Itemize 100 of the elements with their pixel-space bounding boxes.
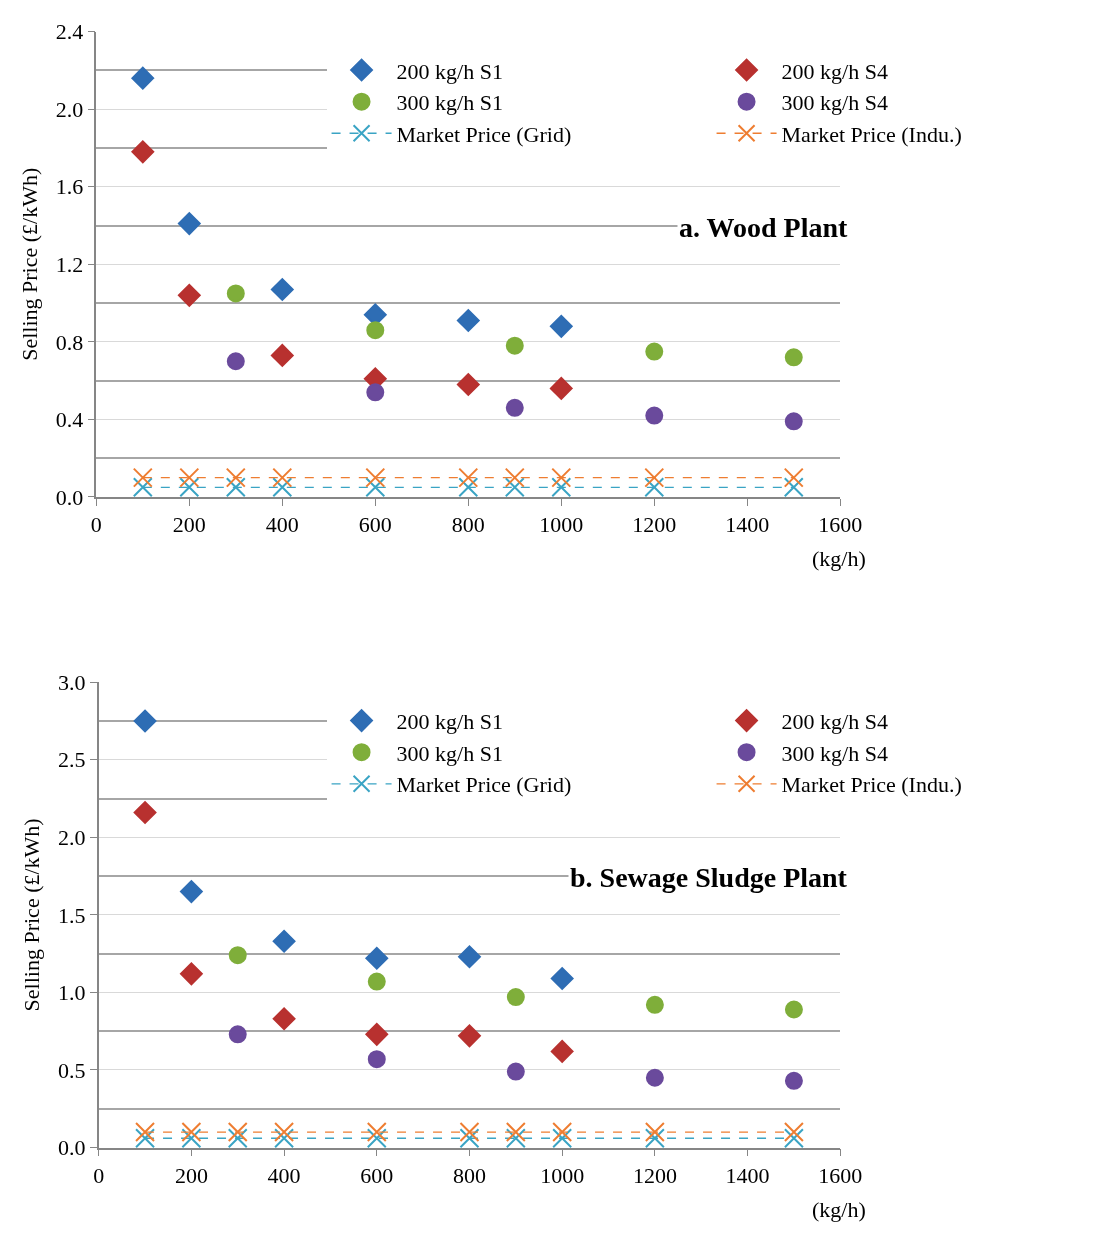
x-tick-label: 1600 — [818, 1162, 863, 1188]
point — [272, 1007, 296, 1031]
point — [551, 467, 572, 488]
point — [644, 1122, 665, 1143]
x-tick-label: 1000 — [539, 512, 584, 538]
point — [784, 1071, 803, 1090]
y-tick-label: 2.0 — [58, 825, 86, 850]
point — [274, 1128, 295, 1149]
x-tick-label: 1000 — [540, 1162, 585, 1188]
point — [552, 1128, 573, 1149]
point — [272, 467, 293, 488]
point — [549, 377, 573, 400]
x-tick-label: 800 — [451, 512, 485, 538]
point — [504, 477, 525, 498]
y-tick-label: 1.2 — [55, 252, 84, 277]
point — [459, 1128, 480, 1149]
point — [225, 467, 246, 488]
point — [365, 477, 386, 498]
point — [505, 336, 524, 355]
point — [227, 1122, 248, 1143]
point — [228, 1025, 247, 1044]
y-tick-label: 0.8 — [55, 329, 84, 355]
x-tick-label: 0 — [90, 512, 102, 538]
point — [366, 321, 385, 340]
point — [458, 467, 479, 488]
point — [179, 880, 203, 903]
y-tick-label: 1.5 — [58, 902, 86, 928]
point — [644, 477, 665, 498]
point — [270, 278, 294, 301]
point — [506, 988, 525, 1007]
x-tick-label: 1600 — [818, 512, 863, 538]
point — [272, 929, 296, 953]
point — [177, 283, 201, 307]
point — [645, 995, 664, 1014]
legend-label: 300 kg/h S4 — [781, 740, 888, 766]
point — [131, 66, 155, 90]
point — [367, 1050, 386, 1069]
point — [365, 1022, 389, 1046]
text: b. Sewage Sludge Plant — [570, 862, 848, 893]
point — [179, 962, 203, 986]
point — [783, 467, 804, 488]
point — [227, 1128, 248, 1149]
legend-label: 300 kg/h S1 — [396, 90, 503, 116]
point — [366, 383, 385, 402]
point — [135, 1128, 156, 1149]
point — [132, 477, 153, 498]
point — [365, 467, 386, 488]
point — [505, 1128, 526, 1149]
x-tick-label: 1400 — [725, 1162, 770, 1188]
point — [181, 1128, 202, 1149]
point — [645, 406, 664, 425]
x-tick-label: 600 — [360, 1162, 394, 1188]
point — [506, 1062, 525, 1081]
x-axis-title: (kg/h) — [812, 546, 866, 571]
y-tick-label: 0.5 — [58, 1057, 86, 1083]
point — [644, 1128, 665, 1149]
legend-label: 300 kg/h S4 — [781, 90, 888, 116]
point — [366, 1122, 387, 1143]
point — [644, 467, 665, 488]
point — [366, 1128, 387, 1149]
point — [225, 477, 246, 498]
x-tick-label: 400 — [267, 1162, 301, 1188]
point — [505, 1122, 526, 1143]
point — [783, 1128, 804, 1149]
y-tick-label: 0.0 — [58, 1135, 86, 1161]
y-tick-label: 3.0 — [58, 669, 86, 695]
x-tick-label: 800 — [452, 1162, 486, 1188]
point — [226, 352, 245, 371]
point — [367, 972, 386, 991]
point — [132, 467, 153, 488]
point — [135, 1122, 156, 1143]
point — [783, 477, 804, 498]
point — [133, 709, 157, 733]
point — [179, 467, 200, 488]
point — [551, 477, 572, 498]
point — [272, 477, 293, 498]
text: a. Wood Plant — [679, 212, 848, 243]
legend-label: 200 kg/h S1 — [396, 58, 503, 84]
point — [179, 477, 200, 498]
point — [177, 212, 201, 235]
point — [550, 1039, 574, 1063]
point — [458, 945, 481, 969]
y-axis-title: Selling Price (£/kWh) — [19, 818, 45, 1012]
point — [549, 314, 573, 338]
y-tick-label: 2.0 — [55, 96, 84, 122]
y-tick-label: 1.6 — [55, 174, 84, 200]
legend-label: 200 kg/h S1 — [396, 709, 503, 735]
x-tick-label: 1200 — [632, 1162, 677, 1188]
point — [783, 1122, 804, 1143]
point — [274, 1122, 295, 1143]
legend-label: 200 kg/h S4 — [781, 58, 888, 84]
point — [645, 1068, 664, 1087]
point — [228, 946, 247, 965]
point — [458, 1024, 481, 1048]
point — [784, 412, 803, 431]
point — [131, 140, 155, 164]
point — [645, 342, 664, 361]
point — [458, 477, 479, 498]
legend-label: 200 kg/h S4 — [781, 709, 888, 735]
x-tick-label: 200 — [172, 512, 206, 538]
